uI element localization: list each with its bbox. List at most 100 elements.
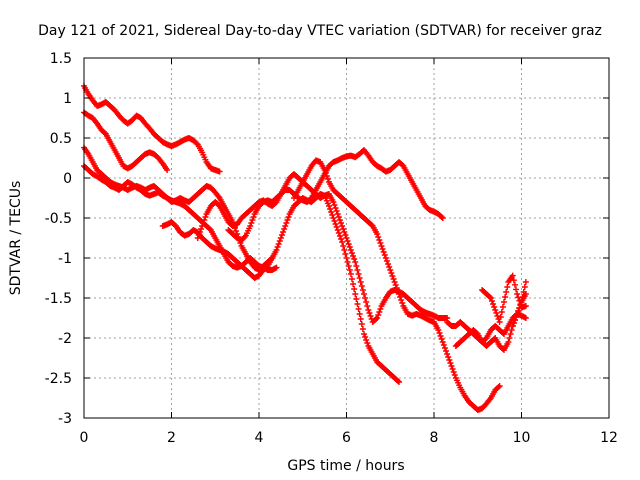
data-point (511, 281, 518, 288)
data-point (352, 259, 359, 265)
x-tick-label: 6 (342, 430, 351, 446)
data-point (346, 267, 353, 273)
data-point (284, 217, 291, 223)
data-point (321, 167, 328, 173)
series-pass-g (225, 147, 446, 244)
data-point (339, 239, 346, 245)
y-axis-label: SDTVAR / TECUs (8, 181, 24, 296)
data-point (359, 287, 366, 293)
data-point (494, 313, 501, 319)
y-tick-label: 1.5 (50, 51, 72, 67)
data-point (517, 302, 524, 308)
data-point (387, 267, 394, 273)
data-point (515, 308, 522, 314)
data-point (334, 227, 341, 233)
data-point (377, 240, 384, 246)
data-point (503, 289, 510, 295)
chart-title: Day 121 of 2021, Sidereal Day-to-day VTE… (38, 23, 602, 39)
data-point (444, 351, 451, 357)
data-point (341, 229, 348, 235)
data-point (376, 237, 383, 243)
data-point (437, 333, 444, 339)
data-point (377, 306, 384, 312)
data-point (346, 244, 353, 250)
data-point (202, 214, 209, 220)
x-tick-label: 0 (80, 430, 89, 446)
data-point (438, 214, 445, 220)
data-point (374, 231, 381, 237)
data-point (522, 315, 529, 321)
data-point (351, 256, 358, 262)
data-point (276, 238, 283, 244)
data-point (353, 296, 360, 302)
data-point (340, 226, 347, 232)
series-pass-c (81, 144, 276, 273)
data-point (490, 301, 497, 307)
data-point (366, 310, 373, 316)
data-layer (81, 83, 529, 413)
x-tick-label: 4 (255, 430, 264, 446)
data-point (511, 317, 518, 323)
data-point (396, 291, 402, 297)
data-point (328, 209, 335, 215)
series-pass-l (509, 279, 529, 329)
data-point (338, 220, 345, 226)
data-point (333, 224, 340, 230)
data-point (201, 217, 208, 223)
data-point (358, 321, 365, 327)
data-point (521, 284, 528, 290)
data-point (516, 305, 523, 311)
data-point (281, 226, 288, 232)
data-point (451, 372, 458, 378)
data-point (343, 235, 350, 241)
data-point (345, 263, 352, 269)
y-tick-label: 1 (63, 91, 72, 107)
series-pass-a (81, 83, 223, 175)
data-point (514, 311, 521, 317)
data-point (509, 323, 516, 329)
data-point (278, 232, 285, 238)
data-point (355, 271, 362, 277)
ticks: 0 2 4 6 8 10 12 -3 -2.5 -2 -1.5 -1 -0.5 0 0.5 1 1.5 (45, 51, 618, 446)
data-point (518, 299, 525, 305)
data-point (335, 230, 342, 236)
data-point (439, 215, 446, 221)
data-point (507, 331, 514, 337)
data-point (354, 301, 361, 307)
data-point (510, 277, 517, 284)
data-point (343, 255, 350, 261)
data-point (391, 279, 398, 285)
data-point (198, 226, 205, 232)
data-point (357, 316, 364, 322)
data-point (354, 267, 361, 273)
data-point (335, 214, 342, 220)
data-point (398, 297, 405, 303)
y-tick-label: 0 (63, 171, 72, 187)
data-point (329, 212, 336, 218)
data-point (396, 379, 402, 385)
data-point (513, 286, 520, 293)
x-tick-label: 2 (167, 430, 176, 446)
x-tick-label: 10 (513, 430, 531, 446)
data-point (374, 315, 381, 321)
data-point (436, 330, 443, 336)
data-point (324, 176, 331, 182)
data-point (348, 250, 355, 256)
data-point (274, 244, 281, 250)
data-point (367, 313, 374, 319)
data-point (357, 279, 364, 285)
data-point (508, 327, 515, 333)
data-point (339, 223, 346, 229)
series-pass-b (81, 109, 171, 173)
data-point (381, 252, 388, 258)
data-point (338, 236, 345, 242)
data-point (386, 264, 393, 270)
data-point (445, 354, 452, 360)
data-point (345, 241, 352, 247)
data-point (336, 233, 343, 239)
data-point (332, 221, 339, 227)
data-point (448, 363, 455, 369)
data-point (399, 300, 406, 306)
data-point (327, 206, 334, 212)
